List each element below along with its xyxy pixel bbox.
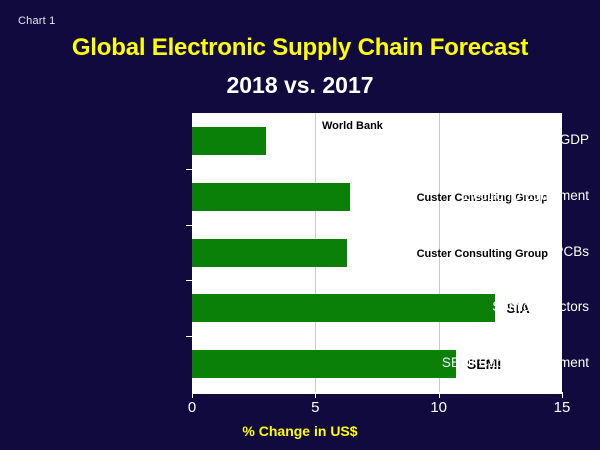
category-label-electronic-equipment: Electronic Equipment [461, 187, 589, 203]
chart-number-label: Chart 1 [18, 15, 56, 27]
x-tick-mark [192, 392, 193, 398]
bar-row[interactable] [192, 126, 562, 155]
category-label-combined-gdp: Combined GDP [494, 131, 589, 147]
bar-row[interactable] [192, 182, 562, 211]
x-tick-mark [562, 392, 563, 398]
bar-source-annotation: SEMI [466, 356, 502, 373]
x-tick-label: 10 [430, 399, 447, 416]
bar-source-annotation: World Bank [322, 119, 383, 132]
gridline [438, 113, 440, 392]
category-tick [186, 224, 192, 226]
bar-row[interactable] [192, 238, 562, 267]
x-tick-mark [438, 392, 440, 398]
bar-electronic-equipment[interactable] [192, 182, 350, 211]
bar-source-annotation: Custer Consulting Group [416, 247, 548, 260]
x-tick-label: 0 [187, 399, 197, 416]
category-tick [186, 280, 192, 282]
bar-source-annotation: SIA [506, 300, 530, 317]
bar-pcbs[interactable] [192, 238, 348, 267]
bar-row[interactable] [192, 350, 562, 379]
bar-semi-capital-equipment[interactable] [192, 350, 456, 379]
x-axis-title: % Change in US$ [242, 423, 358, 439]
category-label-pcbs: PCBs [554, 243, 589, 259]
chart-subtitle: 2018 vs. 2017 [226, 72, 374, 98]
x-axis-line [192, 392, 562, 394]
category-tick [186, 336, 192, 338]
x-tick-mark [315, 392, 317, 398]
bar-source-annotation: Custer Consulting Group [416, 191, 548, 204]
bar-row[interactable] [192, 294, 562, 323]
x-tick-label: 15 [553, 399, 571, 416]
bar-semiconductors[interactable] [192, 294, 496, 323]
bar-combined-gdp[interactable] [192, 126, 266, 155]
chart-title: Global Electronic Supply Chain Forecast [71, 34, 529, 61]
category-label-semi-capital-equipment: SEMI Capital Equipment [441, 355, 589, 371]
plot-area: World Bank Custer Consulting Group Custer … [192, 113, 562, 392]
category-tick [186, 168, 192, 170]
x-tick-label: 5 [311, 399, 320, 416]
category-label-semiconductors: Semiconductors [492, 299, 589, 315]
